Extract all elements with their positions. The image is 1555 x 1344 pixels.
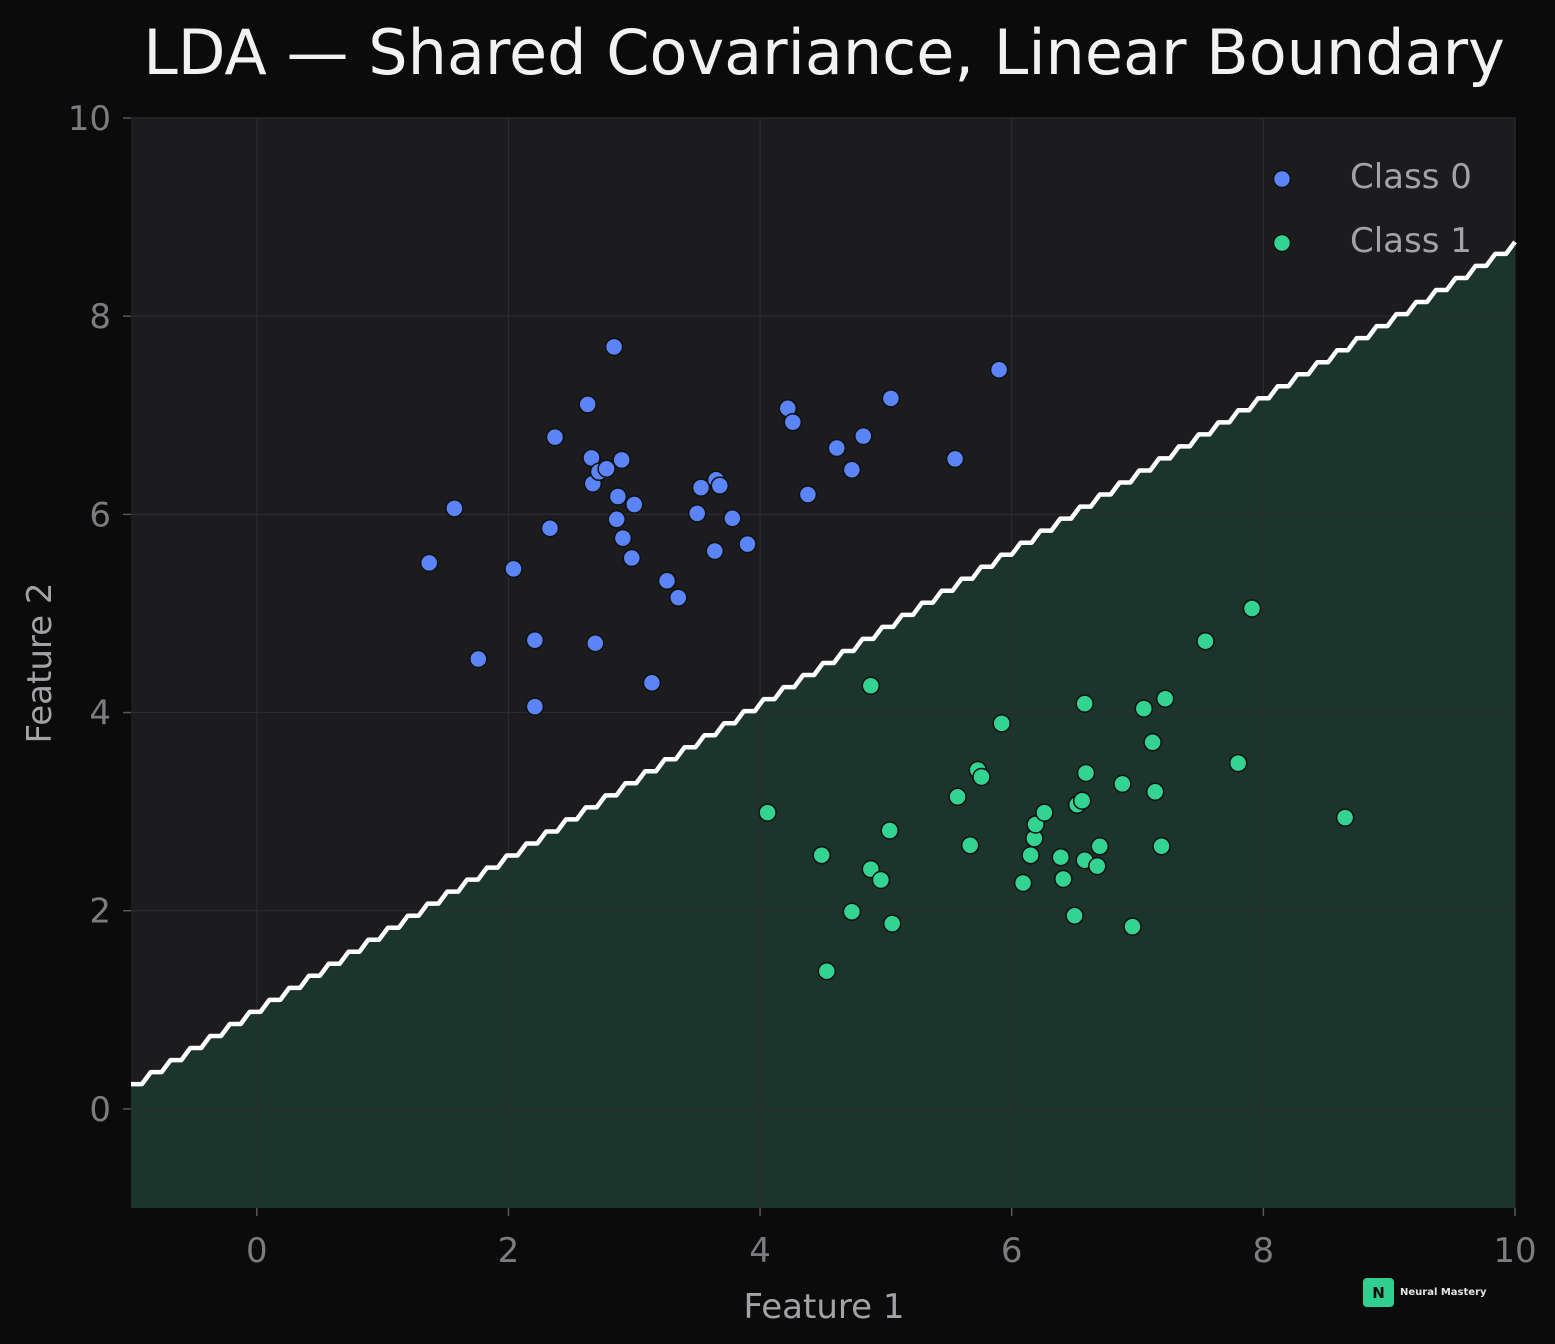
class0-point (540, 518, 560, 538)
class0-point (881, 389, 901, 408)
legend-label-class0: Class 0 (1350, 157, 1472, 197)
class1-point (1013, 873, 1033, 893)
decision-boundary-line (131, 240, 1517, 1087)
y-tick-label: 6 (89, 495, 111, 535)
class1-point (1145, 782, 1165, 802)
class1-point (861, 676, 881, 696)
class0-point (597, 459, 616, 479)
class0-point (854, 426, 873, 446)
x-tick-label: 0 (246, 1231, 268, 1271)
brand-name: Neural Mastery (1400, 1287, 1487, 1298)
class0-point (827, 438, 847, 458)
legend-label-class1: Class 1 (1350, 221, 1472, 261)
class0-point (525, 697, 545, 716)
class1-point (871, 870, 891, 890)
brand-watermark: N Neural Mastery (1363, 1278, 1487, 1307)
y-axis-label: Feature 2 (20, 583, 60, 744)
class1-point (972, 767, 991, 787)
class1-point (1196, 631, 1215, 651)
class1-point (1021, 845, 1040, 865)
class0-point (783, 412, 803, 432)
grid-lines (131, 117, 1516, 1208)
class1-point (1076, 763, 1096, 783)
class1-point (992, 714, 1011, 733)
class1-point (842, 902, 862, 921)
class0-point (723, 509, 742, 528)
class1-point (1035, 803, 1054, 822)
class1-point (1054, 869, 1073, 889)
class0-point (642, 673, 662, 693)
class0-point (622, 548, 642, 568)
x-tick-label: 10 (1493, 1231, 1536, 1271)
class0-point (612, 450, 631, 470)
class1-point (1242, 599, 1262, 618)
class1-point (1088, 856, 1107, 876)
class0-point (545, 427, 565, 447)
class0-point (419, 553, 439, 573)
y-tick-label: 4 (89, 694, 111, 734)
class0-point (504, 559, 523, 579)
class0-point (469, 649, 488, 669)
class1-point (1090, 837, 1110, 856)
class1-point (880, 821, 899, 840)
class0-point (608, 487, 628, 506)
class1-point (1335, 808, 1355, 827)
brand-logo-letter: N (1372, 1284, 1385, 1302)
class1-decision-region (131, 241, 1515, 1208)
class0-point (945, 449, 965, 469)
class0-point (687, 504, 707, 523)
class1-point (948, 787, 967, 807)
class0-point (604, 337, 624, 357)
class0-point (989, 360, 1009, 379)
class0-point (738, 534, 757, 554)
class1-point (1072, 791, 1092, 810)
class0-point (607, 510, 626, 529)
x-axis-label: Feature 1 (744, 1287, 905, 1327)
class1-point (1051, 847, 1071, 867)
class0-point (705, 541, 725, 561)
class0-point (691, 478, 711, 497)
class0-point (445, 499, 464, 518)
class0-point (657, 571, 677, 591)
class0-point (613, 528, 633, 548)
class0-point (586, 633, 605, 653)
class1-point (960, 836, 980, 855)
brand-logo-icon (1363, 1278, 1394, 1307)
class0-point (625, 495, 644, 514)
class1-point (817, 961, 837, 981)
class0-point (669, 588, 688, 607)
class0-point (842, 460, 862, 480)
x-tick-label: 2 (498, 1231, 520, 1271)
class1-point (1113, 774, 1132, 794)
x-tick-label: 6 (1001, 1231, 1023, 1271)
class1-point (1228, 753, 1248, 773)
class1-point (758, 803, 777, 822)
y-tick-label: 8 (89, 297, 111, 337)
class0-point (710, 476, 730, 495)
legend-marker-class0 (1272, 169, 1292, 189)
y-tick-label: 2 (89, 892, 111, 932)
axis-ticks: 0 2 4 6 8 10 0 2 4 6 8 10 (68, 99, 1537, 1271)
class1-point (1152, 837, 1171, 856)
class0-point (525, 630, 545, 650)
scatter-points (419, 337, 1355, 981)
y-tick-label: 0 (89, 1090, 111, 1130)
x-tick-label: 4 (749, 1231, 771, 1271)
x-tick-label: 8 (1253, 1231, 1275, 1271)
class1-point (1075, 694, 1094, 713)
class1-point (1134, 699, 1154, 718)
class1-point (1143, 733, 1162, 752)
class0-point (798, 485, 818, 504)
class1-point (1155, 689, 1175, 708)
chart-title: LDA — Shared Covariance, Linear Boundary (143, 16, 1505, 89)
class1-point (1123, 917, 1142, 936)
class0-point (578, 395, 597, 414)
legend: Class 0 Class 1 (1272, 157, 1472, 261)
legend-marker-class1 (1272, 233, 1292, 253)
class1-point (1065, 906, 1084, 925)
y-tick-label: 10 (68, 99, 111, 139)
class1-point (882, 914, 902, 933)
class1-point (812, 845, 831, 865)
